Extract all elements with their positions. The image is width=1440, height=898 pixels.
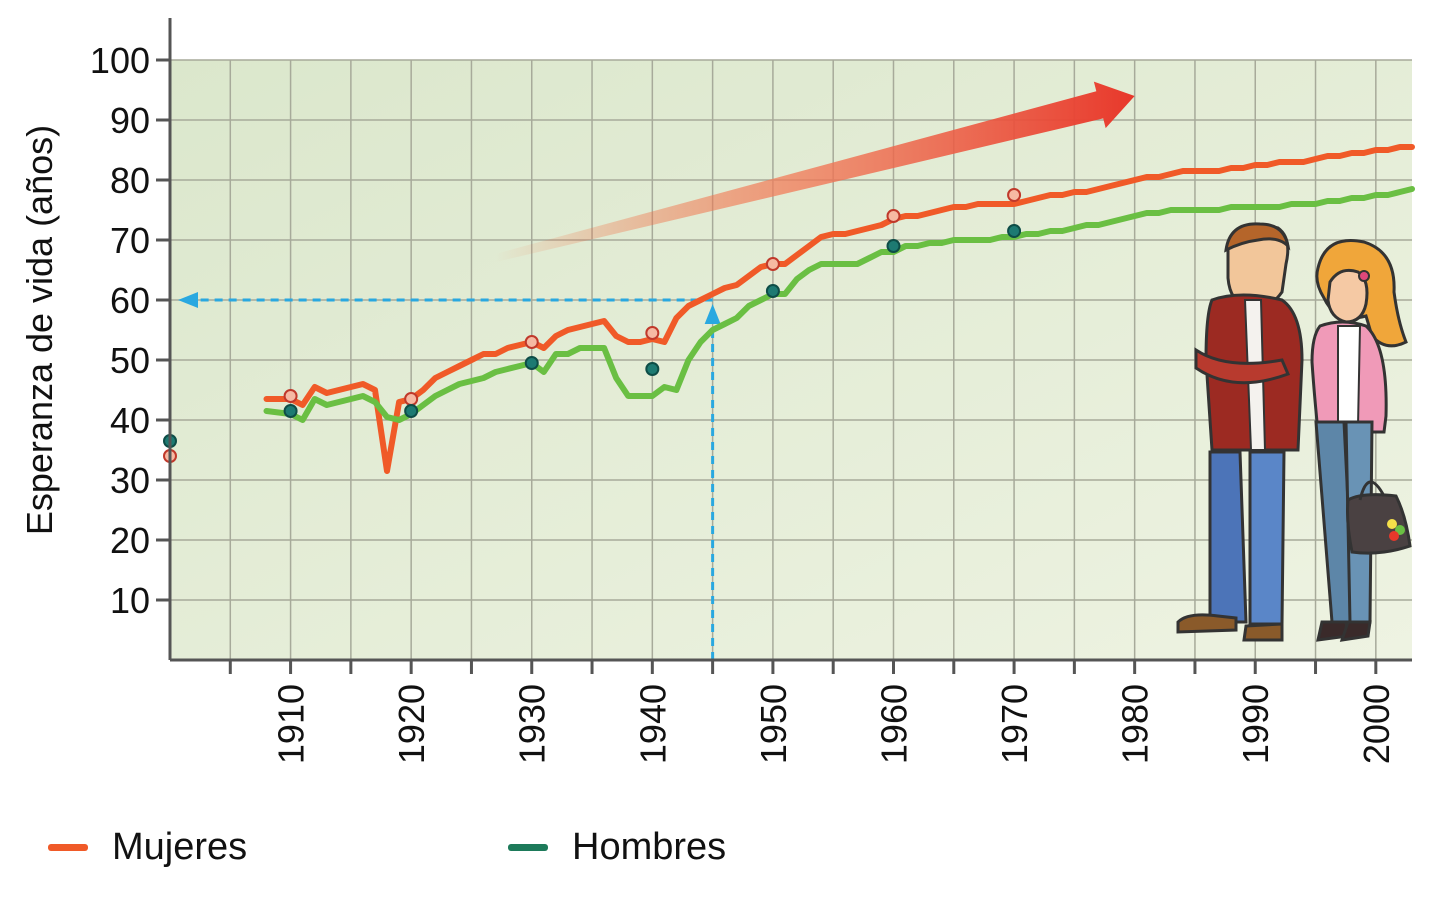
x-tick-label: 1920 <box>391 684 432 764</box>
marker-hombres <box>524 356 539 370</box>
x-tick-label: 1970 <box>994 684 1035 764</box>
marker-hombres <box>645 362 660 376</box>
y-tick-label: 10 <box>110 580 150 621</box>
x-tick-label: 1980 <box>1115 684 1156 764</box>
man-figure <box>1176 222 1304 642</box>
marker-hombres <box>765 284 780 298</box>
reference-lines <box>178 292 721 660</box>
x-tick-label: 2000 <box>1356 684 1397 764</box>
y-tick-label: 60 <box>110 280 150 321</box>
legend-swatch-hombres <box>508 844 548 851</box>
trend-arrow <box>494 81 1135 262</box>
y-tick-label: 70 <box>110 220 150 261</box>
y-tick-labels: 10 20 30 40 50 60 70 80 90 100 <box>90 40 150 621</box>
series-line-mujeres <box>263 144 1415 474</box>
y-tick-label: 100 <box>90 40 150 81</box>
legend-item-hombres: Hombres <box>508 826 726 869</box>
x-tick-label: 1940 <box>632 684 673 764</box>
legend-swatch-mujeres <box>48 844 88 851</box>
y-tick-label: 50 <box>110 340 150 381</box>
marker-mujeres <box>645 326 660 340</box>
marker-mujeres <box>1007 188 1022 202</box>
trend-arrow-shape <box>494 81 1135 262</box>
x-tick-label: 1990 <box>1235 684 1276 764</box>
axes <box>156 18 1412 674</box>
legend-item-mujeres: Mujeres <box>48 826 247 869</box>
marker-hombres <box>283 404 298 418</box>
x-tick-label: 1950 <box>753 684 794 764</box>
legend-label-hombres: Hombres <box>572 826 727 868</box>
marker-mujeres <box>283 389 298 403</box>
hairclip-icon <box>1358 270 1370 282</box>
series-lines <box>263 144 1415 474</box>
y-tick-label: 20 <box>110 520 150 561</box>
reference-arrowhead-left <box>178 292 198 308</box>
x-tick-labels: 1910 1920 1930 1940 1950 1960 1970 1980 1990 2000 <box>271 684 1397 764</box>
marker-mujeres <box>404 392 419 406</box>
marker-mujeres <box>765 257 780 271</box>
marker-hombres <box>1007 224 1022 238</box>
y-tick-label: 80 <box>110 160 150 201</box>
marker-mujeres <box>524 335 539 349</box>
y-tick-label: 30 <box>110 460 150 501</box>
marker-points <box>163 188 1022 463</box>
y-tick-label: 90 <box>110 100 150 141</box>
woman-figure <box>1310 239 1412 642</box>
series-line-hombres <box>263 186 1415 423</box>
x-tick-label: 1930 <box>512 684 553 764</box>
reference-arrowhead-up <box>704 304 721 324</box>
x-tick-label: 1910 <box>271 684 312 764</box>
marker-hombres <box>404 404 419 418</box>
y-axis-label: Esperanza de vida (años) <box>19 125 60 535</box>
couple-illustration <box>1176 222 1412 642</box>
marker-mujeres <box>886 209 901 223</box>
y-tick-label: 40 <box>110 400 150 441</box>
marker-hombres <box>886 239 901 253</box>
x-tick-label: 1960 <box>873 684 914 764</box>
handbag-icon <box>1346 493 1412 555</box>
legend-label-mujeres: Mujeres <box>112 826 248 868</box>
